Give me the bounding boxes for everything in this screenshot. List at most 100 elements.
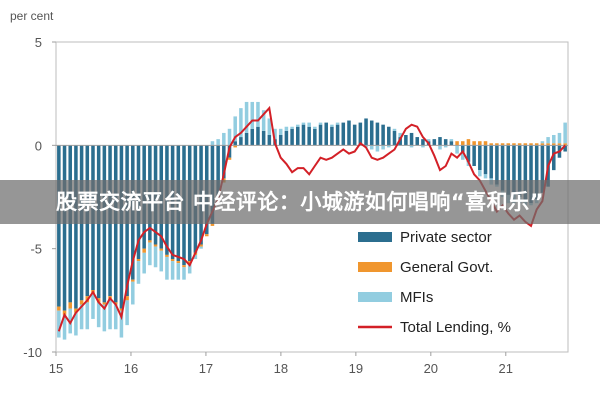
bar-private-sector [307, 126, 311, 146]
bar-mfis [250, 101, 255, 129]
bar-general-govt [131, 279, 135, 282]
bar-mfis [153, 246, 158, 268]
bar-mfis [159, 250, 164, 272]
bar-mfis [125, 300, 129, 326]
bar-general-govt [506, 143, 511, 146]
bar-private-sector [57, 145, 61, 307]
bar-general-govt [460, 141, 465, 146]
bar-general-govt [495, 143, 499, 146]
bar-general-govt [210, 223, 215, 226]
bar-mfis [563, 122, 567, 144]
bar-mfis [546, 137, 550, 144]
bar-private-sector [387, 126, 391, 146]
bar-private-sector [472, 145, 476, 166]
bar-general-govt [552, 143, 556, 146]
bar-mfis [318, 122, 323, 125]
bar-mfis [330, 124, 334, 127]
x-tick-label: 19 [349, 361, 363, 376]
bar-general-govt [62, 310, 67, 315]
x-tick-labels: 15 16 17 18 19 20 21 [49, 352, 513, 376]
bar-private-sector [296, 126, 300, 146]
bar-mfis [552, 135, 556, 144]
bar-mfis [131, 281, 135, 305]
bar-general-govt [529, 143, 533, 146]
bar-private-sector [415, 137, 420, 146]
bar-general-govt [165, 254, 169, 257]
bar-private-sector [506, 145, 511, 195]
bar-mfis [170, 261, 175, 280]
legend: Private sector General Govt. MFIs Total Len… [358, 229, 511, 336]
bar-general-govt [74, 308, 78, 313]
bar-mfis [210, 141, 215, 146]
bar-general-govt [517, 143, 522, 146]
bar-mfis [187, 263, 192, 274]
bar-private-sector [233, 141, 237, 146]
bar-mfis [557, 132, 562, 144]
bar-private-sector [529, 145, 533, 204]
bar-private-sector [313, 128, 317, 146]
bar-private-sector [62, 145, 67, 311]
bar-mfis [193, 254, 198, 259]
bar-private-sector [222, 145, 226, 179]
bar-private-sector [432, 139, 437, 146]
bar-private-sector [250, 128, 255, 146]
bar-mfis [108, 300, 112, 330]
bar-private-sector [119, 145, 124, 309]
bar-mfis [375, 145, 380, 152]
bar-mfis [455, 145, 459, 154]
bar-private-sector [392, 130, 397, 146]
bar-private-sector [438, 137, 442, 146]
x-tick-label: 17 [199, 361, 213, 376]
bar-private-sector [534, 145, 539, 200]
y-tick-label: 5 [35, 35, 42, 50]
bar-mfis [261, 110, 266, 131]
bar-mfis [387, 145, 391, 148]
bar-mfis [142, 252, 146, 274]
bar-general-govt [540, 143, 545, 146]
bar-general-govt [182, 265, 186, 268]
bar-general-govt [153, 244, 158, 247]
y-tick-label: -10 [23, 345, 42, 360]
bar-mfis [91, 294, 95, 319]
bar-private-sector [261, 130, 266, 146]
bar-private-sector [495, 145, 499, 185]
bar-mfis [227, 128, 232, 146]
bar-general-govt [472, 141, 476, 146]
bar-general-govt [142, 248, 146, 253]
y-tick-label: -5 [30, 242, 42, 257]
bar-general-govt [68, 302, 72, 309]
bar-mfis [176, 263, 181, 280]
y-axis-label: per cent [10, 9, 54, 23]
bar-private-sector [540, 145, 545, 193]
bar-mfis [290, 126, 294, 129]
bar-private-sector [563, 145, 567, 152]
bar-private-sector [239, 137, 243, 146]
bar-private-sector [318, 124, 323, 146]
bar-private-sector [489, 145, 493, 179]
x-tick-label: 15 [49, 361, 63, 376]
bar-private-sector [460, 145, 465, 154]
bar-mfis [96, 302, 101, 328]
bar-mfis [136, 261, 141, 284]
bar-private-sector [523, 145, 528, 202]
bar-mfis [307, 122, 311, 127]
bar-mfis [369, 145, 374, 150]
bar-mfis [199, 246, 203, 249]
bar-private-sector [466, 145, 471, 162]
bar-general-govt [512, 143, 516, 146]
bar-mfis [278, 128, 283, 135]
legend-swatch [358, 262, 392, 272]
bar-general-govt [483, 141, 488, 146]
bar-mfis [113, 304, 118, 330]
bar-mfis [392, 128, 397, 131]
bar-private-sector [352, 124, 357, 146]
bar-mfis [438, 145, 442, 150]
bar-mfis [449, 139, 454, 142]
legend-label: Total Lending, % [400, 319, 511, 336]
bar-general-govt [119, 308, 124, 311]
bar-general-govt [557, 143, 562, 146]
bar-private-sector [369, 120, 374, 146]
bar-general-govt [170, 259, 175, 262]
bar-private-sector [443, 139, 448, 146]
bar-private-sector [421, 139, 425, 146]
